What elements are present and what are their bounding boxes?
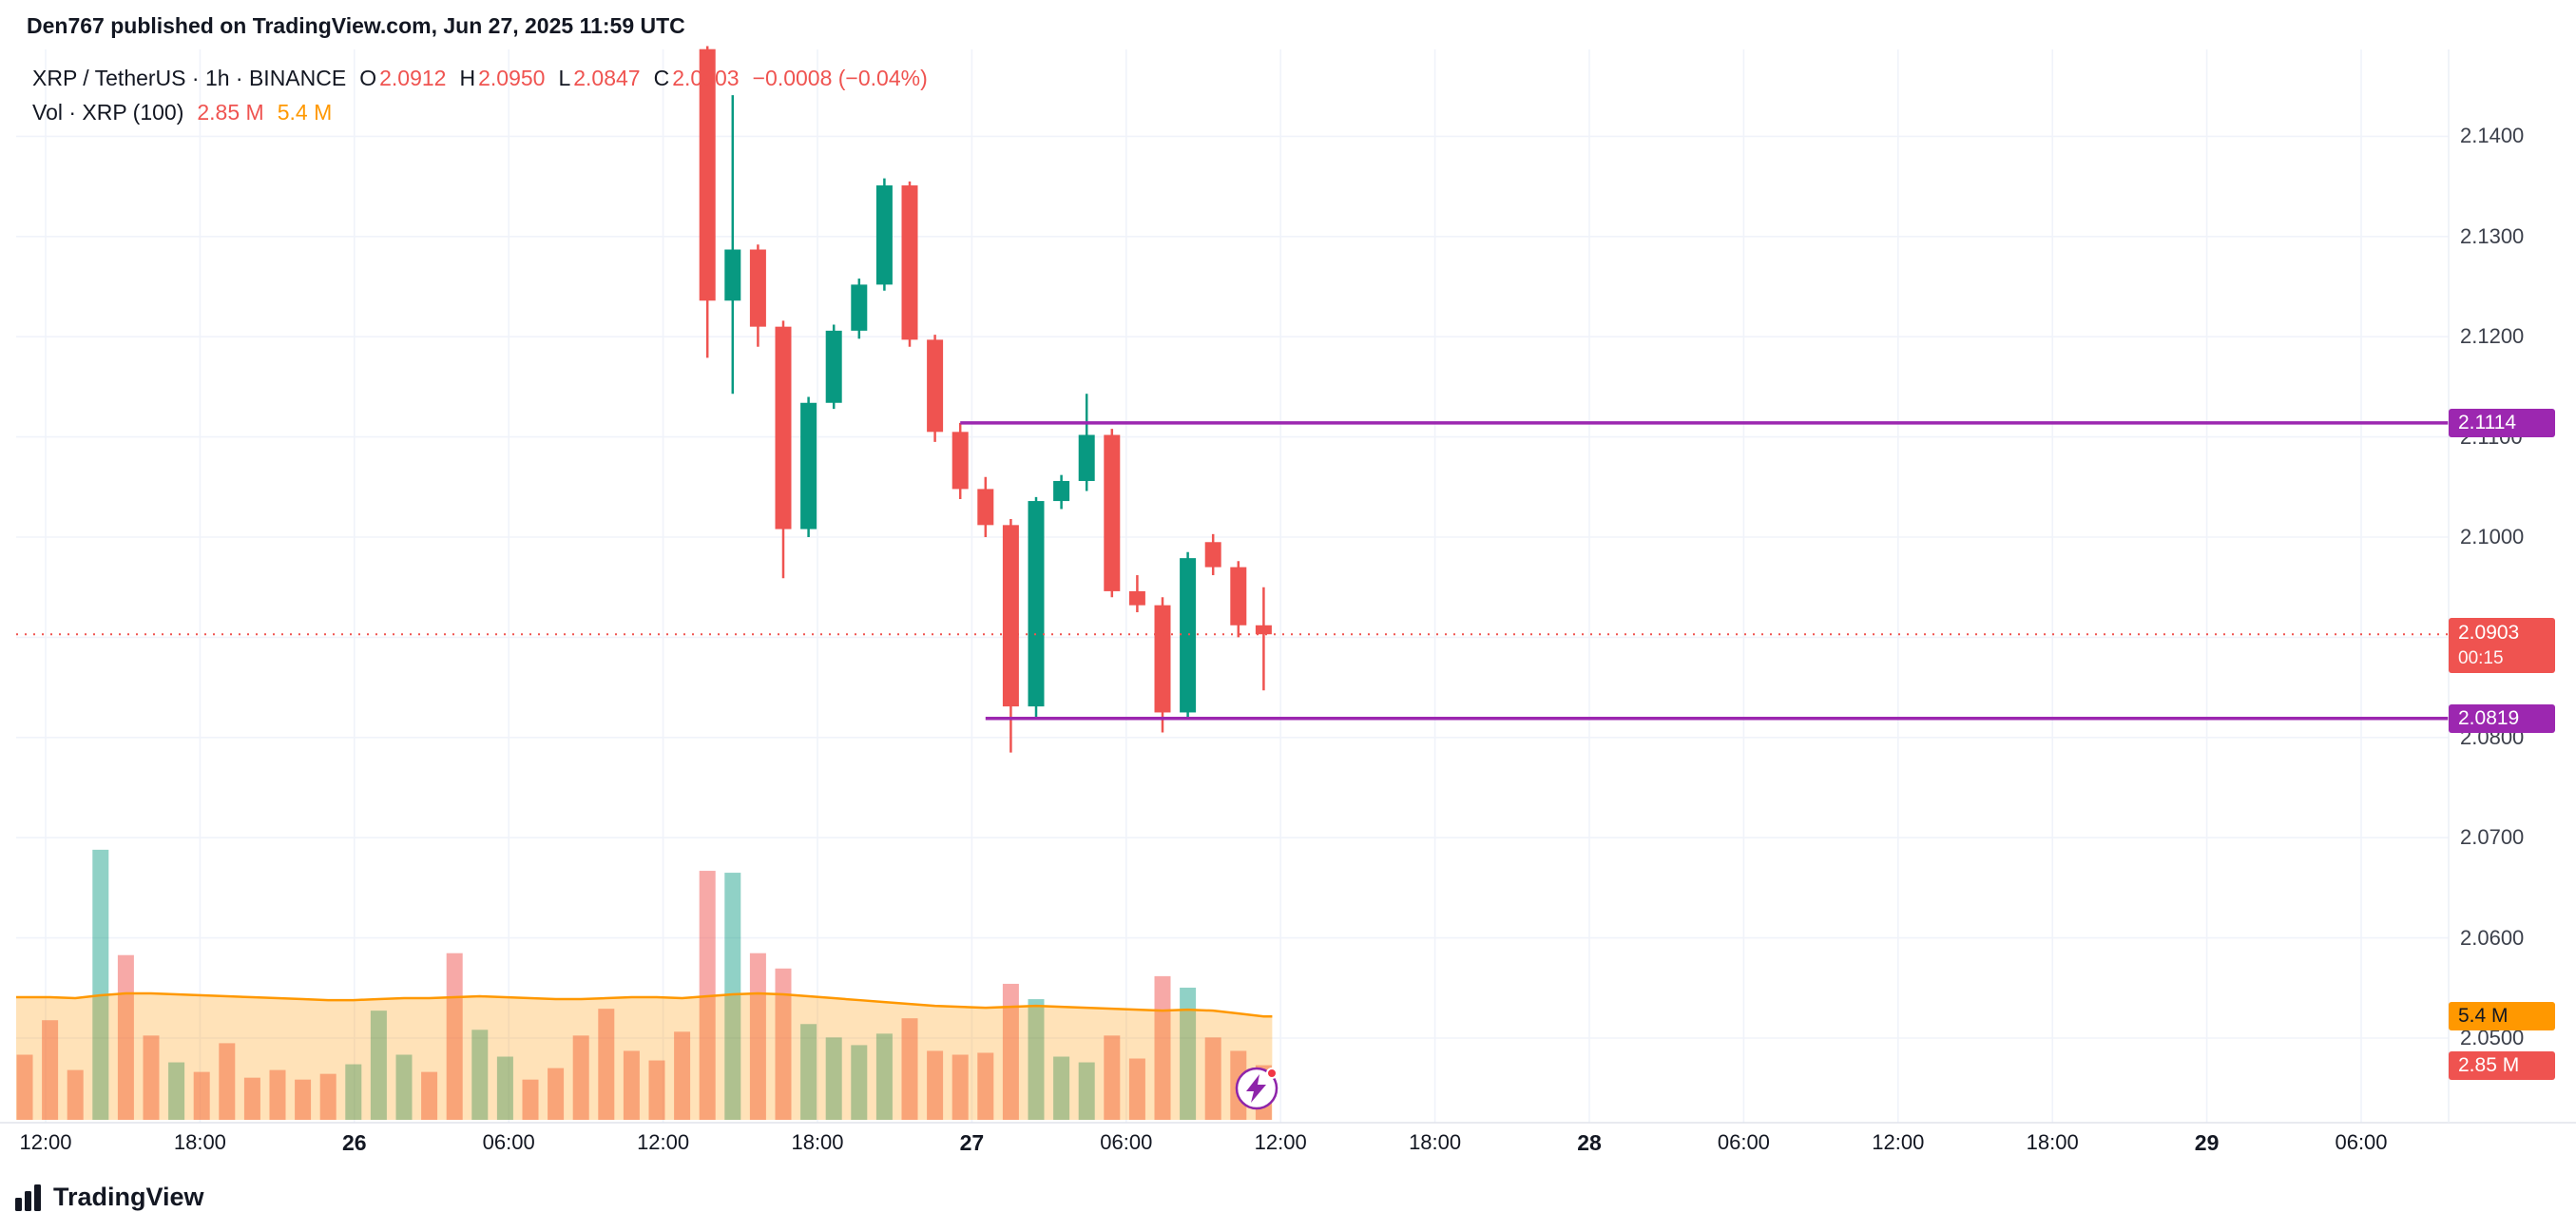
time-axis-label: 06:00 [1717,1130,1770,1154]
time-axis-date-label: 27 [959,1130,985,1155]
high-label: H [459,65,476,90]
tradingview-brand: TradingView [53,1183,204,1211]
resistance-price-label: 2.1114 [2449,408,2555,437]
chart-legend: XRP / TetherUS · 1h · BINANCE O 2.0912 H… [32,61,928,129]
tradingview-footer[interactable]: TradingView [15,1183,204,1212]
high-value-group: H 2.0950 [459,66,545,91]
time-axis-label: 12:00 [637,1130,690,1154]
low-value-group: L 2.0847 [558,66,640,91]
low-label: L [558,65,571,90]
support-price-label: 2.0819 [2449,703,2555,733]
volume-current-axis-label: 2.85 M [2449,1050,2555,1080]
price-axis-label: 2.1400 [2460,124,2525,148]
time-axis-date-label: 26 [342,1130,367,1155]
time-axis-date-label: 28 [1577,1130,1602,1155]
high-value: 2.0950 [478,65,546,90]
price-axis-label: 2.0700 [2460,825,2525,850]
change-value: −0.0008 (−0.04%) [752,65,928,90]
volume-indicator-label: Vol · XRP (100) [32,99,184,125]
volume-ma-axis-label: 5.4 M [2449,1002,2555,1031]
last-price-label: 2.0903 00:15 [2449,618,2555,674]
time-axis-label: 06:00 [1100,1130,1153,1154]
open-value: 2.0912 [379,65,447,90]
time-axis-label: 18:00 [1409,1130,1462,1154]
price-axis[interactable]: 2.14002.13002.12002.11002.10002.08002.07… [2449,0,2576,1232]
price-axis-label: 2.1200 [2460,324,2525,349]
lightning-badge-icon[interactable] [1232,1063,1281,1112]
tradingview-logo-icon [15,1184,41,1211]
volume-ma-value: 5.4 M [277,99,333,125]
time-axis-label: 06:00 [482,1130,535,1154]
time-axis[interactable]: 12:00 18:00 26 06:00 12:00 18:00 27 06:00 12:00 1… [0,1125,2576,1168]
volume-current-value: 2.85 M [197,99,264,125]
low-value: 2.0847 [573,65,641,90]
publish-header: Den767 published on TradingView.com, Jun… [27,13,685,38]
open-value-group: O 2.0912 [359,66,446,91]
volume-legend-row: Vol · XRP (100) 2.85 M 5.4 M [32,95,928,129]
close-value: 2.0903 [672,65,740,90]
time-axis-label: 18:00 [791,1130,844,1154]
symbol-legend-row: XRP / TetherUS · 1h · BINANCE O 2.0912 H… [32,61,928,95]
close-label: C [653,65,670,90]
time-axis-label: 12:00 [1872,1130,1925,1154]
time-axis-label: 18:00 [2026,1130,2079,1154]
close-value-group: C 2.0903 [654,66,740,91]
time-axis-label: 18:00 [173,1130,226,1154]
price-axis-label: 2.0600 [2460,925,2525,950]
price-axis-label: 2.1000 [2460,525,2525,549]
time-axis-date-label: 29 [2194,1130,2220,1155]
price-axis-label: 2.1300 [2460,223,2525,248]
time-axis-label: 12:00 [19,1130,72,1154]
time-axis-label: 06:00 [2335,1130,2388,1154]
symbol-title: XRP / TetherUS · 1h · BINANCE [32,65,347,90]
open-label: O [359,65,377,90]
time-axis-label: 12:00 [1254,1130,1307,1154]
